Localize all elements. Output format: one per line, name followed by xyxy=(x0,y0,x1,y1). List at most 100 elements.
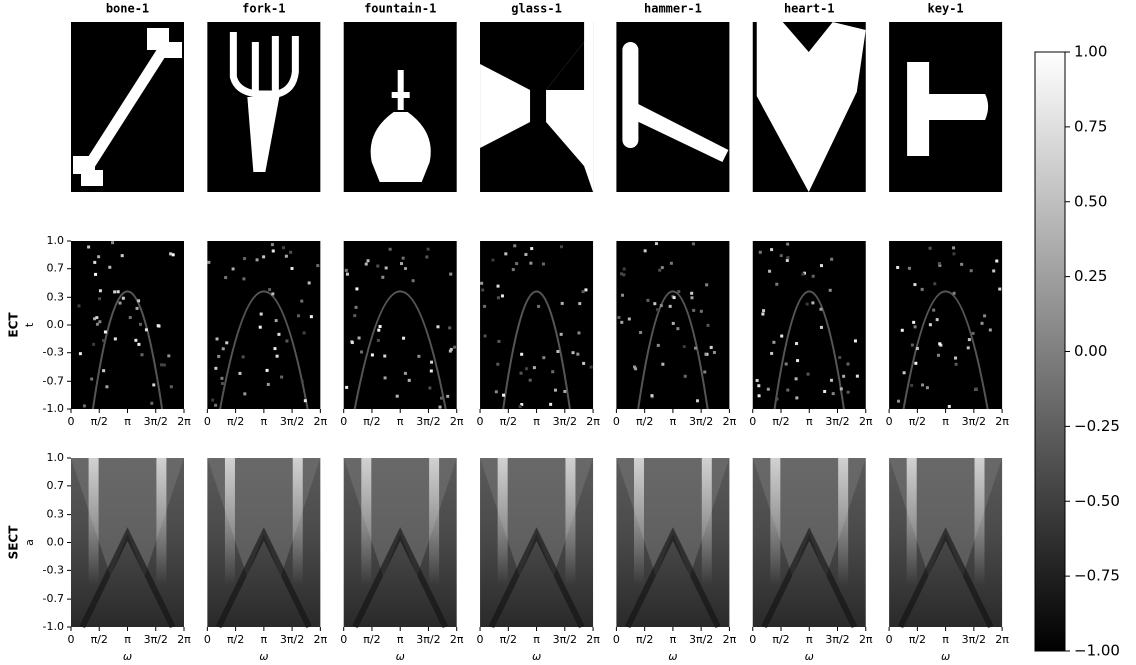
texture xyxy=(214,367,217,370)
colorbar-tick-label: 1.00 xyxy=(1074,43,1107,61)
y-tick-label: 0.0 xyxy=(47,536,65,549)
texture xyxy=(672,322,675,325)
texture xyxy=(842,375,845,378)
x-tick-label: 2π xyxy=(723,415,737,428)
texture xyxy=(759,251,762,254)
figure: bone-10π/2π3π/22π1.00.70.30.0-0.3-0.7-1.… xyxy=(0,0,1136,665)
x-axis-label: ω xyxy=(532,650,541,663)
texture xyxy=(365,263,368,266)
x-axis-label: ω xyxy=(668,650,677,663)
texture xyxy=(948,405,951,408)
x-tick-label: π/2 xyxy=(772,415,789,428)
row-ylabel: a xyxy=(23,539,36,546)
image-bg xyxy=(616,241,729,409)
texture xyxy=(94,273,97,276)
texture xyxy=(308,281,311,284)
texture xyxy=(167,354,170,357)
texture xyxy=(954,357,957,360)
texture xyxy=(300,300,303,303)
texture xyxy=(377,329,380,332)
y-tick-label: -0.7 xyxy=(43,374,64,387)
texture xyxy=(304,399,307,402)
colorbar-tick-label: −1.00 xyxy=(1074,642,1120,660)
texture xyxy=(801,273,804,276)
y-tick-label: 0.3 xyxy=(47,508,65,521)
texture xyxy=(160,363,163,366)
texture xyxy=(98,297,101,300)
texture xyxy=(856,375,859,378)
x-tick-label: 0 xyxy=(68,633,75,646)
texture xyxy=(812,275,815,278)
texture xyxy=(346,273,349,276)
texture xyxy=(122,297,125,300)
texture xyxy=(111,241,114,244)
texture xyxy=(289,251,292,254)
texture xyxy=(491,259,494,262)
texture xyxy=(914,325,917,328)
texture xyxy=(703,371,706,374)
x-tick-label: 0 xyxy=(886,633,893,646)
texture xyxy=(551,370,554,373)
x-tick-label: π/2 xyxy=(227,633,244,646)
x-tick-label: 3π/2 xyxy=(416,633,440,646)
texture xyxy=(150,402,153,405)
texture xyxy=(156,458,166,585)
texture xyxy=(525,367,528,370)
colorbar-tick-label: 0.00 xyxy=(1074,342,1107,360)
texture xyxy=(427,248,430,251)
texture xyxy=(119,302,122,305)
x-tick-label: 3π/2 xyxy=(689,415,713,428)
texture xyxy=(481,289,484,292)
texture xyxy=(937,354,940,357)
texture xyxy=(484,334,487,337)
texture xyxy=(428,387,431,390)
x-tick-label: 0 xyxy=(477,633,484,646)
texture xyxy=(429,458,439,585)
texture xyxy=(271,292,274,295)
column-title: glass-1 xyxy=(511,2,562,16)
texture xyxy=(762,309,765,312)
texture xyxy=(440,397,443,400)
x-tick-label: 2π xyxy=(859,415,873,428)
texture xyxy=(807,373,810,376)
sect-image xyxy=(753,458,866,627)
texture xyxy=(847,391,850,394)
y-tick-label: 1.0 xyxy=(47,234,65,247)
texture xyxy=(449,273,452,276)
texture xyxy=(622,273,625,276)
texture xyxy=(225,458,235,585)
texture xyxy=(975,388,978,391)
texture xyxy=(684,375,687,378)
image-bg xyxy=(480,241,593,409)
texture xyxy=(448,326,451,329)
texture xyxy=(483,305,486,308)
x-tick-label: π xyxy=(942,415,949,428)
texture xyxy=(89,458,99,585)
x-tick-label: π/2 xyxy=(363,633,380,646)
texture xyxy=(129,316,132,319)
texture xyxy=(634,458,644,585)
texture xyxy=(897,400,900,403)
texture xyxy=(660,304,663,307)
texture xyxy=(983,314,986,317)
texture xyxy=(692,309,695,312)
texture xyxy=(786,256,789,259)
texture xyxy=(361,458,371,585)
x-tick-label: 0 xyxy=(749,415,756,428)
sect-image xyxy=(480,458,593,627)
texture xyxy=(560,333,563,336)
texture xyxy=(97,255,100,258)
texture xyxy=(820,264,823,267)
texture xyxy=(669,305,672,308)
x-tick-label: 0 xyxy=(613,633,620,646)
texture xyxy=(293,458,303,585)
texture xyxy=(968,338,971,341)
texture xyxy=(439,406,442,409)
texture xyxy=(913,283,916,286)
texture xyxy=(502,394,505,397)
texture xyxy=(515,262,518,265)
x-tick-label: 3π/2 xyxy=(280,633,304,646)
y-tick-label: 1.0 xyxy=(47,451,65,464)
texture xyxy=(285,255,288,258)
y-tick-label: 0.7 xyxy=(47,262,65,275)
